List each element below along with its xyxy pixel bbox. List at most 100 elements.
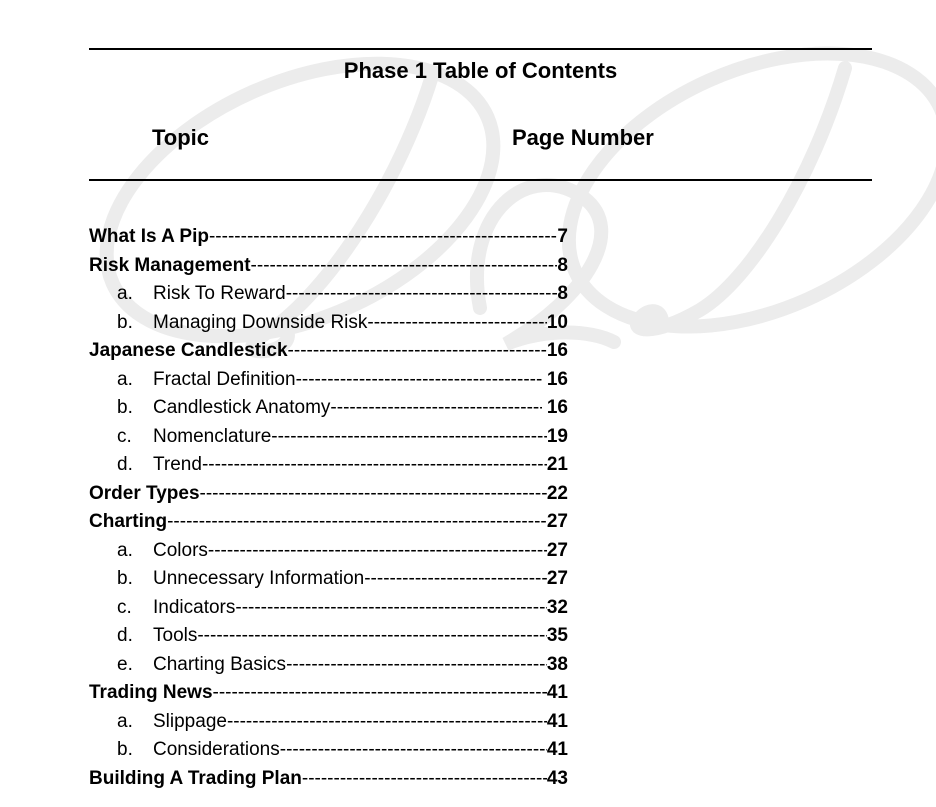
toc-row: b. Considerations ------------------------… xyxy=(89,736,568,765)
toc-item-label: Slippage xyxy=(153,710,227,732)
toc-dash-leader: ----------------------------------------… xyxy=(199,482,547,504)
toc-dash-leader: ----------------------------------------… xyxy=(167,511,547,532)
toc-item-label: Tools xyxy=(153,625,198,646)
toc-row: e. Charting Basics -----------------------… xyxy=(89,651,568,680)
toc-item-page: 27 xyxy=(546,539,568,561)
toc-row: d. Tools ---------------------------------… xyxy=(89,622,568,651)
toc-dash-leader: ----------------------------------------… xyxy=(330,397,542,418)
page-title: Phase 1 Table of Contents xyxy=(343,58,618,83)
toc-item-letter: a. xyxy=(117,539,133,561)
toc-row: Risk Management -------------------------… xyxy=(89,252,568,281)
toc-item-letter: d. xyxy=(117,454,133,475)
toc-row: Order Types -----------------------------… xyxy=(89,480,568,509)
toc-dash-leader: ----------------------------------------… xyxy=(287,340,547,361)
toc-item-label: Charting Basics xyxy=(153,653,287,675)
toc-dash-leader: ----------------------------------------… xyxy=(285,283,558,304)
toc-row: a. Risk To Reward ------------------------… xyxy=(89,280,568,309)
toc-row: b. Candlestick Anatomy -------------------… xyxy=(89,394,568,423)
toc-item-page: 19 xyxy=(546,425,568,447)
toc-item-page: 38 xyxy=(546,653,568,675)
toc-item-page: 43 xyxy=(546,767,568,789)
toc-item-page: 16 xyxy=(541,397,568,418)
toc-row: Japanese Candlestick --------------------… xyxy=(89,337,568,366)
toc-item-label: Candlestick Anatomy xyxy=(153,397,331,418)
toc-dash-leader: ----------------------------------------… xyxy=(207,539,547,561)
top-rule xyxy=(89,48,872,50)
toc-row: d. Trend ---------------------------------… xyxy=(89,451,568,480)
toc-item-label: What Is A Pip xyxy=(89,226,209,247)
toc-item-label: Unnecessary Information xyxy=(153,568,365,589)
toc-item-letter: e. xyxy=(117,653,133,675)
toc-dash-leader: ----------------------------------------… xyxy=(197,625,547,646)
toc-row: c. Indicators ----------------------------… xyxy=(89,594,568,623)
toc-item-letter: a. xyxy=(117,283,133,304)
toc-item-label: Colors xyxy=(153,539,208,561)
toc-item-page: 41 xyxy=(546,710,568,732)
toc-item-page: 16 xyxy=(546,340,568,361)
toc-item-letter: b. xyxy=(117,397,133,418)
toc-item-letter: a. xyxy=(117,368,133,390)
toc-item-label: Charting xyxy=(89,511,168,532)
toc-item-label: Building A Trading Plan xyxy=(89,767,302,789)
toc-item-letter: c. xyxy=(117,425,132,447)
toc-dash-leader: ----------------------------------------… xyxy=(364,568,547,589)
toc-item-label: Order Types xyxy=(89,482,200,504)
column-header-page-number: Page Number xyxy=(512,125,654,150)
toc-dash-leader: ----------------------------------------… xyxy=(226,710,547,732)
toc-item-page: 7 xyxy=(557,226,568,247)
toc-item-label: Nomenclature xyxy=(153,425,272,447)
toc-item-label: Trading News xyxy=(89,682,213,703)
toc-item-page: 10 xyxy=(546,311,568,333)
toc-item-label: Risk Management xyxy=(89,254,251,276)
toc-row: a. Colors --------------------------------… xyxy=(89,537,568,566)
toc-row: b. Unnecessary Information ---------------… xyxy=(89,565,568,594)
toc-row: Trading News ----------------------------… xyxy=(89,679,568,708)
toc-row: a. Slippage ------------------------------… xyxy=(89,708,568,737)
toc-item-page: 21 xyxy=(546,454,568,475)
toc-row: a. Fractal Definition --------------------… xyxy=(89,366,568,395)
toc-dash-leader: ----------------------------------------… xyxy=(271,425,547,447)
toc-item-letter: c. xyxy=(117,596,132,618)
toc-dash-leader: ----------------------------------------… xyxy=(201,454,547,475)
toc-dash-leader: ----------------------------------------… xyxy=(301,767,547,789)
toc-dash-leader: ----------------------------------------… xyxy=(279,739,547,760)
toc-item-page: 27 xyxy=(546,568,568,589)
toc-dash-leader: ----------------------------------------… xyxy=(208,226,557,247)
toc-item-label: Trend xyxy=(153,454,202,475)
toc-list: What Is A Pip ---------------------------… xyxy=(89,223,568,793)
toc-item-page: 32 xyxy=(546,596,568,618)
toc-item-page: 8 xyxy=(557,254,568,276)
toc-item-page: 16 xyxy=(541,368,568,390)
column-header-topic: Topic xyxy=(152,125,210,150)
toc-dash-leader: ----------------------------------------… xyxy=(367,311,546,333)
toc-dash-leader: ----------------------------------------… xyxy=(212,682,547,703)
toc-dash-leader: ----------------------------------------… xyxy=(235,596,546,618)
toc-row: Charting --------------------------------… xyxy=(89,508,568,537)
toc-row: c. Nomenclature --------------------------… xyxy=(89,423,568,452)
toc-item-label: Japanese Candlestick xyxy=(89,340,288,361)
toc-item-letter: b. xyxy=(117,311,133,333)
toc-item-page: 27 xyxy=(546,511,568,532)
toc-item-letter: d. xyxy=(117,625,133,646)
toc-item-page: 41 xyxy=(546,682,568,703)
toc-item-label: Fractal Definition xyxy=(153,368,296,390)
header-divider-rule xyxy=(89,179,872,181)
toc-dash-leader: ----------------------------------------… xyxy=(295,368,542,390)
toc-item-letter: b. xyxy=(117,568,133,589)
toc-item-label: Risk To Reward xyxy=(153,283,286,304)
toc-item-letter: b. xyxy=(117,739,133,760)
toc-row: What Is A Pip ---------------------------… xyxy=(89,223,568,252)
toc-row: Building A Trading Plan -----------------… xyxy=(89,765,568,794)
toc-item-page: 8 xyxy=(557,283,568,304)
toc-item-letter: a. xyxy=(117,710,133,732)
toc-item-label: Managing Downside Risk xyxy=(153,311,368,333)
toc-item-label: Considerations xyxy=(153,739,280,760)
toc-item-page: 22 xyxy=(546,482,568,504)
toc-dash-leader: ----------------------------------------… xyxy=(286,653,547,675)
toc-item-page: 35 xyxy=(546,625,568,646)
toc-item-label: Indicators xyxy=(153,596,236,618)
toc-item-page: 41 xyxy=(546,739,568,760)
toc-dash-leader: ----------------------------------------… xyxy=(250,254,558,276)
